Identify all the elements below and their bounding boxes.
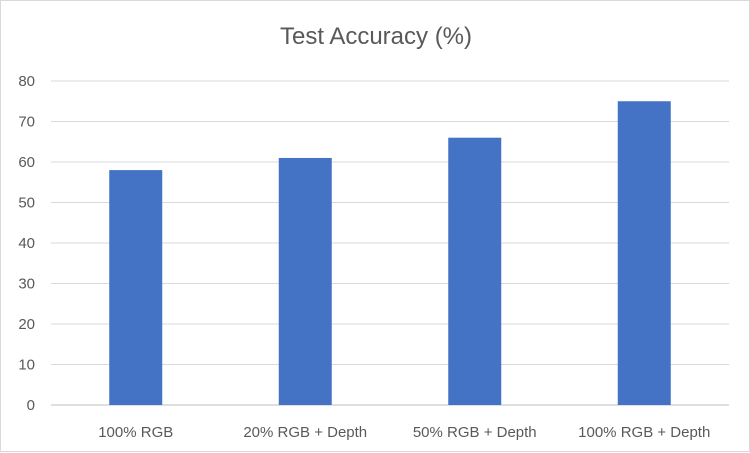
y-tick-label: 40	[18, 235, 35, 252]
x-axis-category-labels: 100% RGB 20% RGB + Depth 50% RGB + Depth 10…	[98, 424, 710, 441]
x-category-label: 100% RGB + Depth	[578, 424, 710, 441]
y-tick-label: 60	[18, 154, 35, 171]
bars	[109, 101, 671, 405]
y-axis-tick-labels: 0 10 20 30 40 50 60 70 80	[18, 73, 35, 414]
x-category-label: 100% RGB	[98, 424, 173, 441]
x-category-label: 20% RGB + Depth	[243, 424, 367, 441]
bar	[109, 170, 163, 405]
y-tick-label: 0	[27, 397, 35, 414]
bar	[448, 137, 502, 405]
chart-title: Test Accuracy (%)	[279, 23, 473, 50]
bar	[278, 157, 332, 405]
y-tick-label: 70	[18, 114, 35, 131]
y-tick-label: 80	[18, 73, 35, 90]
bar	[617, 101, 671, 405]
gridlines	[51, 80, 729, 406]
y-tick-label: 10	[18, 357, 35, 374]
y-tick-label: 20	[18, 316, 35, 333]
y-tick-label: 30	[18, 276, 35, 293]
x-category-label: 50% RGB + Depth	[413, 424, 537, 441]
y-tick-label: 50	[18, 195, 35, 212]
